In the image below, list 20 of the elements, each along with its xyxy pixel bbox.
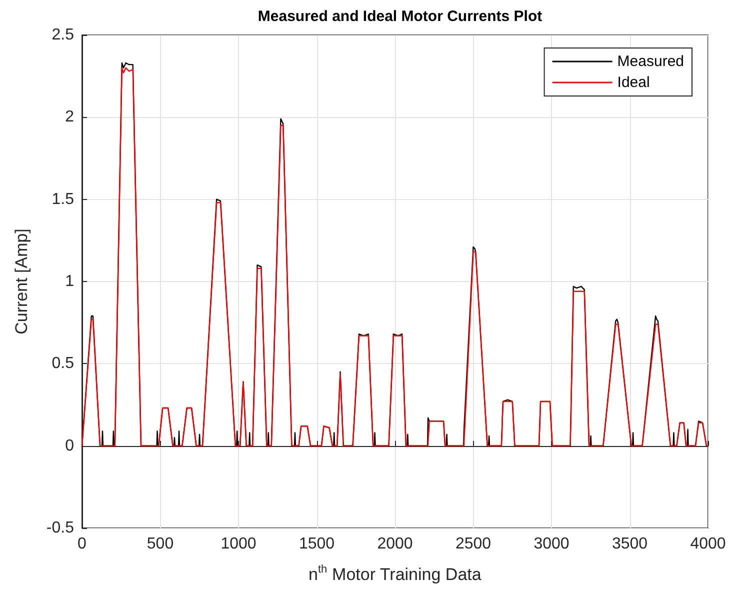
y-tick-label: 1.5 — [52, 190, 74, 208]
legend-label: Measured — [617, 53, 684, 70]
y-tick-label: -0.5 — [46, 520, 74, 536]
y-tick-label: 2.5 — [52, 26, 74, 44]
x-tick-label: 2000 — [377, 536, 413, 552]
y-tick-label: 0 — [65, 437, 74, 454]
y-tick-label: 1 — [65, 273, 74, 290]
x-tick-label: 2500 — [455, 536, 492, 552]
x-tick-label: 0 — [78, 536, 87, 552]
y-axis-title: Current [Amp] — [12, 228, 31, 334]
x-tick-label: 3500 — [612, 536, 648, 552]
x-tick-label: 1000 — [220, 536, 256, 552]
x-tick-label: 1500 — [298, 536, 335, 552]
x-tick-label: 4000 — [690, 536, 726, 552]
x-tick-label: 3000 — [534, 536, 570, 552]
y-tick-label: 2 — [65, 108, 74, 126]
legend-label: Ideal — [617, 74, 650, 91]
x-tick-label: 500 — [146, 536, 174, 552]
chart-title: Measured and Ideal Motor Currents Plot — [258, 8, 542, 25]
y-tick-label: 0.5 — [52, 355, 74, 372]
